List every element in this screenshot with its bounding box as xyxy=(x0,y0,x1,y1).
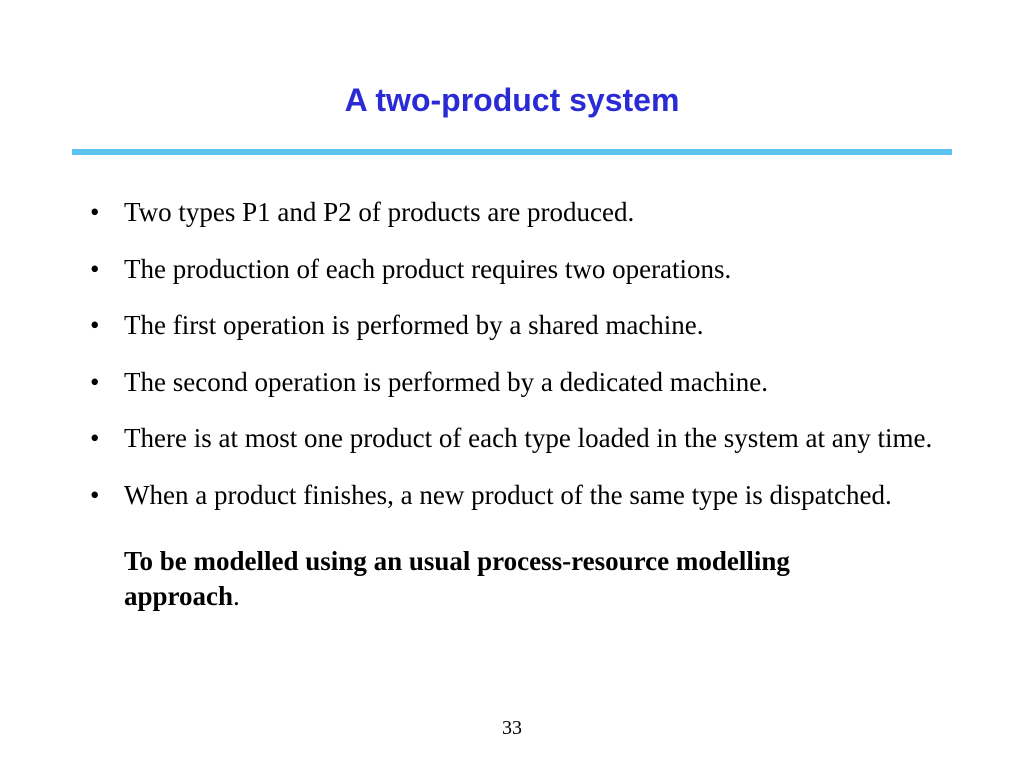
closing-period: . xyxy=(233,581,240,611)
slide-body: Two types P1 and P2 of products are prod… xyxy=(0,155,1024,613)
closing-bold: To be modelled using an usual process-re… xyxy=(124,546,790,611)
slide-title: A two-product system xyxy=(0,0,1024,119)
list-item: The first operation is performed by a sh… xyxy=(72,308,952,343)
list-item: The second operation is performed by a d… xyxy=(72,365,952,400)
page-number: 33 xyxy=(0,717,1024,740)
slide: A two-product system Two types P1 and P2… xyxy=(0,0,1024,768)
list-item: When a product finishes, a new product o… xyxy=(72,478,952,513)
list-item: Two types P1 and P2 of products are prod… xyxy=(72,195,952,230)
bullet-list: Two types P1 and P2 of products are prod… xyxy=(72,195,952,512)
list-item: The production of each product requires … xyxy=(72,252,952,287)
list-item: There is at most one product of each typ… xyxy=(72,421,952,456)
closing-text: To be modelled using an usual process-re… xyxy=(72,544,952,613)
